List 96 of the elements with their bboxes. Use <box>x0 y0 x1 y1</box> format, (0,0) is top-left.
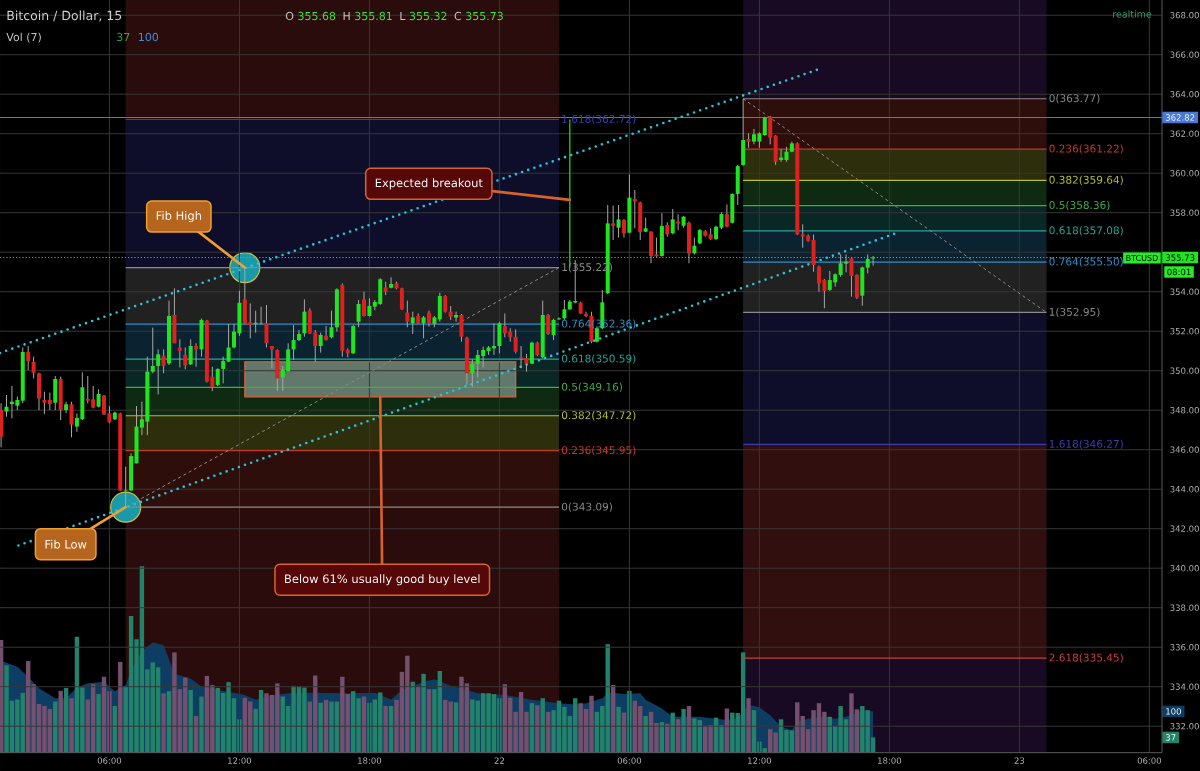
annotation: C <box>454 11 462 21</box>
bar <box>199 696 204 753</box>
candlestick <box>177 338 182 368</box>
x-tick-label: 12:00 <box>748 757 772 764</box>
x-tick-label: 18:00 <box>878 757 902 764</box>
annotation: 100 <box>139 32 159 42</box>
candlestick <box>297 329 301 342</box>
series-label: 0.236(345.95) <box>561 446 636 456</box>
y-tick-label: 366.00 <box>1170 51 1199 58</box>
series-label: 0.236(361.22) <box>1049 144 1123 154</box>
annotation: 355.73 <box>466 11 503 21</box>
annotation: Fib Low <box>45 539 87 549</box>
annotation: 355.68 <box>298 11 336 21</box>
annotation: Vol (7) <box>6 32 41 43</box>
series-label: 0.382(359.64) <box>1049 175 1123 185</box>
x-tick-label: 23 <box>1014 757 1025 764</box>
text: 08:01 <box>1167 268 1191 276</box>
series-label: 0.618(357.08) <box>1049 226 1123 236</box>
annotation: 355.81 <box>355 11 392 21</box>
y-tick-label: 344.00 <box>1170 485 1199 493</box>
series-label: 0.618(350.59) <box>561 354 636 364</box>
y-tick-label: 354.00 <box>1170 288 1199 295</box>
candlestick <box>421 315 426 339</box>
bar <box>616 706 621 753</box>
candlestick <box>42 391 47 415</box>
y-tick-label: 332.00 <box>1170 723 1199 730</box>
series-label: 0.382(347.72) <box>561 411 636 421</box>
y-tick-label: 348.00 <box>1170 406 1199 414</box>
bar <box>161 693 166 753</box>
annotation: Fib High <box>156 211 202 223</box>
y-tick-label: 360.00 <box>1170 169 1199 177</box>
series-label: 0.764(355.50) <box>1049 257 1123 267</box>
annotation: O <box>285 11 294 21</box>
candlestick <box>584 311 589 318</box>
y-tick-label: 336.00 <box>1170 644 1199 651</box>
y-tick-label: 340.00 <box>1170 565 1199 572</box>
candlestick <box>519 345 524 369</box>
candlestick <box>611 205 616 241</box>
y-tick-label: 342.00 <box>1170 525 1199 532</box>
bar <box>318 702 323 753</box>
series-label: 0(363.77) <box>1049 94 1100 104</box>
y2-tick-label: 37 <box>1165 734 1176 741</box>
y2-tick-label: 100 <box>1166 708 1181 715</box>
x-tick-label: 06:00 <box>1137 757 1162 764</box>
ref-line-label: 362.82 <box>1165 114 1195 121</box>
bar <box>665 723 670 753</box>
x-tick-label: 12:00 <box>228 757 252 764</box>
y-tick-label: 346.00 <box>1170 446 1199 453</box>
candlestick <box>194 342 199 368</box>
x-tick-label: 22 <box>494 757 504 764</box>
bar <box>96 694 101 753</box>
bar <box>746 698 751 753</box>
y-tick-label: 364.00 <box>1170 90 1199 98</box>
annotation: realtime <box>1113 10 1152 18</box>
annotation: BTCUSD <box>1126 254 1158 261</box>
candlestick <box>150 327 155 374</box>
y-tick-label: 362.00 <box>1170 130 1199 137</box>
y-tick-label: 334.00 <box>1170 683 1199 690</box>
series-label: 0.5(349.16) <box>561 382 622 392</box>
bar <box>69 698 74 753</box>
candlestick <box>221 356 226 384</box>
candlestick <box>454 311 459 323</box>
series-label: 0(343.09) <box>561 502 612 512</box>
candlestick <box>389 276 394 289</box>
bar <box>535 705 540 753</box>
annotation: H <box>343 11 350 20</box>
x-tick-label: 18:00 <box>358 757 382 764</box>
x-tick-label: 06:00 <box>97 757 122 764</box>
bar <box>58 690 63 753</box>
candlestick <box>632 189 637 229</box>
y-tick-label: 368.00 <box>1170 11 1199 19</box>
annotation: Below 61% usually good buy level <box>285 574 480 586</box>
y-tick-label: 350.00 <box>1170 367 1199 374</box>
annotation: 37 <box>117 32 130 42</box>
y-tick-label: 358.00 <box>1170 209 1199 216</box>
bar <box>421 673 426 753</box>
bar <box>643 715 648 753</box>
candlestick <box>4 394 9 418</box>
series-label: 2.618(335.45) <box>1049 653 1123 663</box>
bar <box>188 689 193 753</box>
y-tick-label: 338.00 <box>1170 604 1199 611</box>
series-label: 0.5(358.36) <box>1049 200 1110 211</box>
ref-line-label: 355.73 <box>1165 254 1195 261</box>
bar <box>681 708 686 753</box>
y-tick-label: 352.00 <box>1170 327 1199 335</box>
series-label: 1.618(346.27) <box>1049 439 1123 450</box>
candlestick <box>676 213 681 231</box>
annotation: Expected breakout <box>375 178 483 190</box>
x-tick-label: 06:00 <box>617 757 642 764</box>
series-label: 1(352.95) <box>1049 307 1100 318</box>
annotation: 355.32 <box>409 11 447 21</box>
text: Bitcoin / Dollar, 15 <box>7 10 122 22</box>
bar <box>383 706 388 753</box>
annotation: L <box>400 11 406 20</box>
candlestick <box>556 316 561 321</box>
candlestick <box>324 325 329 342</box>
